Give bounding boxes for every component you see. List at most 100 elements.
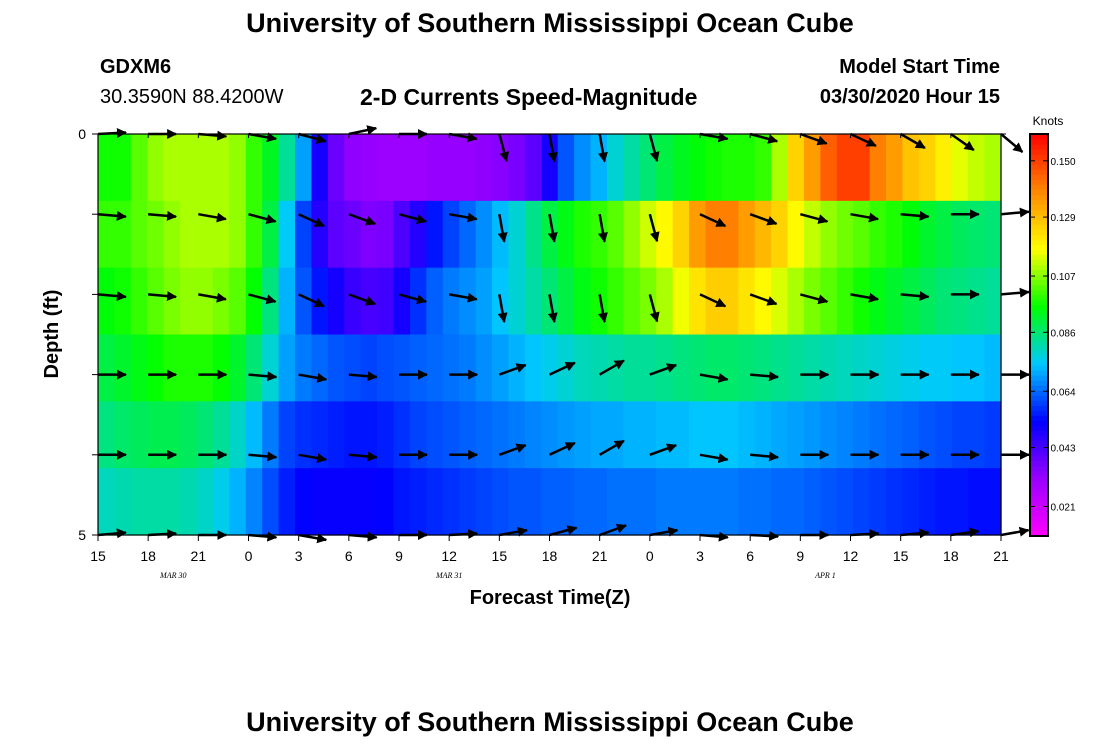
heatmap-cell [130,200,148,269]
heatmap-cell [869,200,887,269]
heatmap-cell [705,468,723,536]
current-vector [348,213,377,226]
heatmap-cell [902,468,920,536]
heatmap-cell [245,401,263,469]
current-vector [298,213,325,228]
current-vector [498,363,527,376]
heatmap-cell [853,401,871,469]
x-tick-label: 18 [943,548,959,564]
heatmap-cell [196,334,214,402]
heatmap-cell [344,200,362,269]
current-vector [699,132,729,143]
colorbar-segment [1030,445,1048,452]
heatmap-cell [902,334,920,402]
current-vector [498,443,527,456]
heatmap-cell [902,200,920,269]
heatmap-cell [524,200,542,269]
heatmap-cell [130,468,148,536]
heatmap-cell [951,401,969,469]
current-vector [448,292,478,303]
colorbar-segment [1030,350,1048,356]
colorbar-segment [1030,335,1048,341]
current-vector [950,527,980,538]
heatmap-cell [327,267,345,336]
heatmap-cell [918,267,936,336]
heatmap-cell [295,468,313,536]
heatmap-cell [196,468,214,536]
heatmap-cell [98,468,116,536]
heatmap-cell [295,267,313,336]
heatmap-cell [935,401,953,469]
heatmap-cell [590,134,608,202]
heatmap-cell [590,468,608,536]
colorbar-segment [1030,294,1048,301]
heatmap-cell [754,134,772,202]
heatmap-cell [656,267,674,336]
heatmap-cell [245,200,263,269]
current-vector [398,293,428,305]
heatmap-cell [114,401,132,469]
current-vector [699,293,727,308]
heatmap-cell [590,267,608,336]
current-vector [547,213,558,243]
heatmap-cell [656,401,674,469]
current-vector [148,291,178,302]
heatmap-cell [278,200,296,269]
heatmap-cell [442,468,460,536]
heatmap-cell [672,401,690,469]
heatmap-cell [327,134,345,202]
current-vector [148,210,178,221]
heatmap-cell [393,334,411,402]
heatmap-cell [393,468,411,536]
heatmap-cell [541,468,559,536]
heatmap-cell [393,267,411,336]
heatmap-cell [508,468,526,536]
heatmap-cell [918,200,936,269]
heatmap-cell [212,334,230,402]
heatmap-cell [672,134,690,202]
heatmap-cell [426,334,444,402]
current-vector [448,132,478,143]
heatmap-cell [492,134,510,202]
heatmap-cell [98,267,116,336]
heatmap-cell [409,134,427,202]
current-vector [648,294,660,323]
y-tick-label: 0 [78,126,86,142]
colorbar-segment [1030,249,1048,256]
colorbar-segment [1030,375,1048,381]
current-vector [599,359,625,376]
heatmap-cell [196,200,214,269]
y-axis-label: Depth (ft) [41,290,63,379]
heatmap-cell [738,334,756,402]
current-vector [900,291,930,302]
heatmap-cell [130,134,148,202]
heatmap-cell [771,334,789,402]
heatmap-cell [886,200,904,269]
heatmap-cell [771,401,789,469]
colorbar-segment [1030,224,1048,230]
colorbar-segment [1030,259,1048,266]
heatmap-cell [721,334,739,402]
colorbar-segment [1030,149,1048,155]
heatmap-cell [869,468,887,536]
heatmap-cell [245,334,263,402]
current-vector [1000,526,1030,537]
heatmap-cell [295,401,313,469]
heatmap-cell [853,334,871,402]
heatmap-cell [738,134,756,202]
colorbar-segment [1030,209,1048,215]
colorbar-segment [1030,345,1048,351]
heatmap-cell [278,267,296,336]
current-vector [348,125,378,136]
current-vector [198,292,227,303]
heatmap-cell [508,267,526,336]
current-vector [800,293,829,305]
colorbar-segment [1030,314,1048,321]
x-axis-label: Forecast Time(Z) [470,587,631,609]
colorbar-segment [1030,510,1048,517]
current-vector [750,371,780,382]
heatmap-cell [689,401,707,469]
colorbar-segment [1030,144,1048,150]
colorbar-segment [1030,425,1048,431]
heatmap-cell [606,468,624,536]
